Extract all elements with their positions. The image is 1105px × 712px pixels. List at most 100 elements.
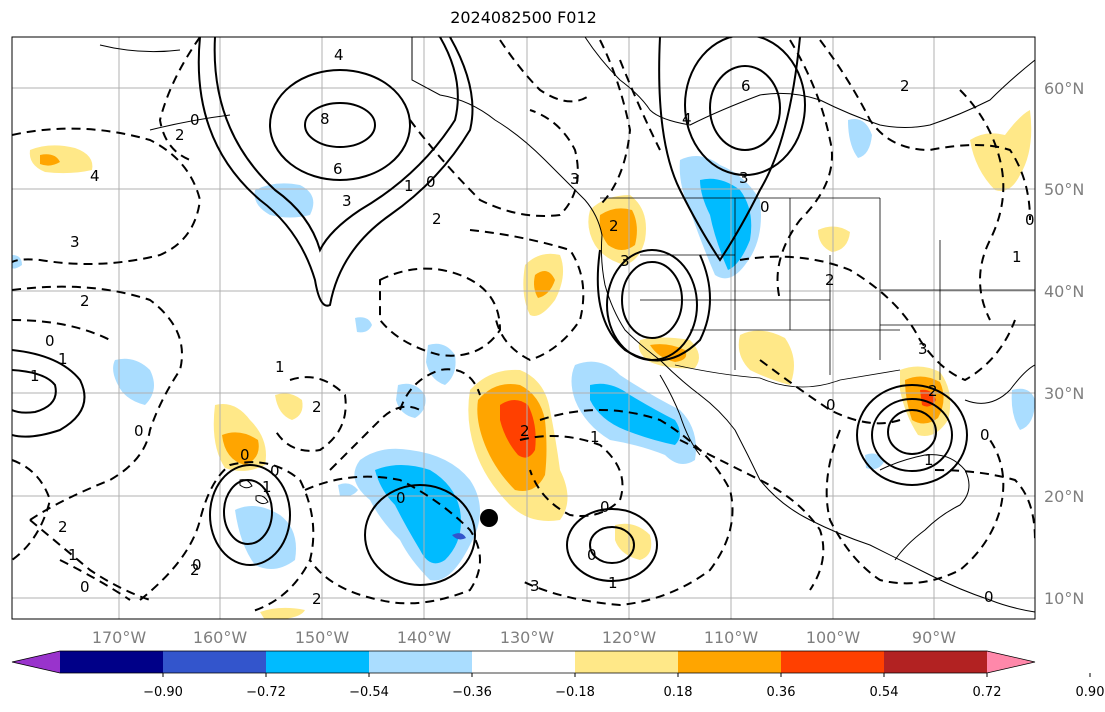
lon-tick-label: 140°W <box>397 628 452 647</box>
contour-label: 1 <box>924 451 934 469</box>
contour-label: 1 <box>30 367 40 385</box>
contour-label: 0 <box>80 578 90 596</box>
map-title: 2024082500 F012 <box>450 8 597 27</box>
colorbar-tick-label: 0.72 <box>973 685 1002 700</box>
contour-label: 4 <box>682 110 692 128</box>
contour-label: 0 <box>45 332 55 350</box>
shade-dark-blue <box>452 533 466 540</box>
contour-label: 3 <box>570 170 580 188</box>
contour-label: 0 <box>826 396 836 414</box>
contour-label: 0 <box>984 588 994 606</box>
contour-label: 0 <box>190 111 200 129</box>
coastlines <box>99 37 1035 613</box>
contour-label: 6 <box>333 160 343 178</box>
colorbar-segment <box>575 651 679 673</box>
colorbar-tick-label: 0.36 <box>767 685 796 700</box>
shade-yellow-12 <box>818 226 850 252</box>
contour-label: 1 <box>590 428 600 446</box>
shade-yellow-7 <box>970 110 1032 191</box>
solid-contours <box>12 37 968 586</box>
contour-label: 0 <box>270 462 280 480</box>
contour-label: 2 <box>80 292 90 310</box>
shade-light-blue-10 <box>1011 388 1035 430</box>
contour-label: 3 <box>530 577 540 595</box>
contour-label: 1 <box>275 358 285 376</box>
lat-tick-label: 60°N <box>1044 79 1084 98</box>
colorbar-segment <box>60 651 164 673</box>
colorbar: −0.90 −0.72 −0.54 −0.36 −0.18 0.18 0.36 0.54 0.7… <box>11 650 1105 700</box>
colorbar-tick-label: 0.18 <box>664 685 693 700</box>
colorbar-tick-label: −0.72 <box>246 685 286 700</box>
lat-tick-label: 20°N <box>1044 487 1084 506</box>
contour-label: 1 <box>68 546 78 564</box>
shade-yellow-8 <box>738 330 794 385</box>
contour-label: 2 <box>175 126 185 144</box>
contour-label: 3 <box>918 340 928 358</box>
contour-label: 2 <box>900 77 910 95</box>
contour-labels: 4 8 6 3 1 0 2 4 3 2 1 0 3 6 4 3 0 2 3 2 … <box>30 46 1035 608</box>
dashed-contours <box>12 37 1035 613</box>
lon-tick-label: 100°W <box>806 628 861 647</box>
colorbar-extend-high <box>987 651 1035 673</box>
contour-label: 3 <box>70 233 80 251</box>
colorbar-tick-label: −0.36 <box>452 685 492 700</box>
contour-label: 0 <box>396 489 406 507</box>
lon-tick-label: 110°W <box>704 628 759 647</box>
lon-tick-label: 120°W <box>602 628 657 647</box>
contour-label: 2 <box>520 422 530 440</box>
contour-label: 3 <box>620 252 630 270</box>
contour-label: 0 <box>587 546 597 564</box>
shade-orange-4 <box>222 432 259 465</box>
shade-light-blue-13 <box>865 453 884 470</box>
shade-yellow-9 <box>29 145 93 174</box>
plot-border <box>11 36 1036 620</box>
contour-label: 4 <box>334 46 344 64</box>
gridlines <box>12 37 1035 619</box>
contour-label: 1 <box>58 350 68 368</box>
lat-ticks: 60°N 50°N 40°N 30°N 20°N 10°N <box>1044 79 1084 608</box>
lat-tick-label: 10°N <box>1044 589 1084 608</box>
contour-label: 2 <box>190 561 200 579</box>
contour-label: 0 <box>240 446 250 464</box>
contour-label: 2 <box>825 271 835 289</box>
contour-label: 0 <box>980 426 990 444</box>
lon-ticks: 170°W 160°W 150°W 140°W 130°W 120°W 110°… <box>92 628 956 647</box>
lon-tick-label: 150°W <box>295 628 350 647</box>
shade-light-blue-4 <box>254 183 314 218</box>
lon-tick-label: 90°W <box>912 628 956 647</box>
shade-orange-2 <box>599 208 637 250</box>
contour-label: 4 <box>90 167 100 185</box>
contour-label: 2 <box>312 590 322 608</box>
shade-blue-3 <box>700 178 752 270</box>
shade-light-blue-12 <box>338 483 358 497</box>
contour-label: 2 <box>609 217 619 235</box>
borders <box>600 197 1035 388</box>
colorbar-tick-label: −0.54 <box>349 685 389 700</box>
lon-tick-label: 170°W <box>92 628 147 647</box>
contour-label: 3 <box>739 169 749 187</box>
shade-light-blue-5 <box>235 506 296 569</box>
contour-label: 1 <box>404 177 414 195</box>
colorbar-segment <box>884 651 988 673</box>
shade-light-blue-9 <box>848 119 872 158</box>
shade-yellow-13 <box>260 607 305 619</box>
contour-label: 2 <box>312 398 322 416</box>
colorbar-segment <box>369 651 473 673</box>
shade-light-blue-14 <box>12 255 22 269</box>
shaded-regions <box>12 110 1035 619</box>
plot-area <box>12 37 1035 619</box>
contour-label: 6 <box>741 77 751 95</box>
colorbar-segment <box>781 651 885 673</box>
marker-dot <box>480 509 498 527</box>
contour-label: 2 <box>58 518 68 536</box>
shade-orange-9 <box>40 154 60 166</box>
colorbar-extend-low <box>12 651 60 673</box>
contour-label: 0 <box>192 556 202 574</box>
lon-tick-label: 160°W <box>193 628 248 647</box>
colorbar-tick-label: 0.90 <box>1076 685 1105 700</box>
contour-label: 1 <box>1012 248 1022 266</box>
lat-tick-label: 40°N <box>1044 282 1084 301</box>
contour-label: 1 <box>262 478 272 496</box>
contour-label: 2 <box>432 210 442 228</box>
